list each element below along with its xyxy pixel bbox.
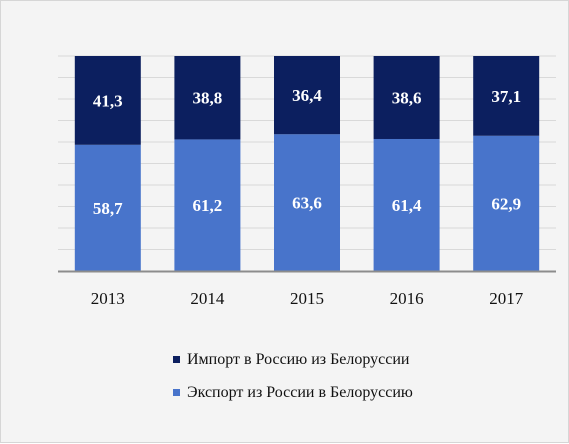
bar-import-2014 [174, 56, 241, 140]
bar-export-2013 [74, 144, 141, 271]
data-label-import-2013: 41,3 [93, 91, 123, 110]
data-label-export-2016: 61,4 [392, 196, 422, 215]
bar-export-2017 [473, 135, 540, 271]
data-label-import-2014: 38,8 [193, 89, 223, 108]
legend-label-import: Импорт в Россию из Белоруссии [187, 350, 410, 368]
bar-import-2013 [74, 56, 141, 145]
legend-swatch-import [173, 356, 180, 363]
bar-import-2015 [274, 56, 340, 135]
data-label-import-2017: 37,1 [491, 87, 521, 106]
bar-export-2015 [274, 134, 340, 271]
data-label-import-2016: 38,6 [392, 88, 422, 107]
x-tick-label-2016: 2016 [390, 289, 424, 308]
data-label-export-2015: 63,6 [292, 194, 322, 213]
bar-import-2016 [373, 56, 440, 139]
data-label-export-2013: 58,7 [93, 199, 123, 218]
x-tick-label-2015: 2015 [290, 289, 324, 308]
data-label-export-2014: 61,2 [193, 196, 223, 215]
legend-item-export: Экспорт из России в Белоруссию [173, 376, 413, 409]
bar-export-2016 [373, 138, 440, 271]
x-tick-label-2014: 2014 [190, 289, 225, 308]
data-label-export-2017: 62,9 [491, 194, 521, 213]
bar-export-2014 [174, 139, 241, 271]
legend-item-import: Импорт в Россию из Белоруссии [173, 343, 413, 376]
legend-swatch-export [173, 389, 180, 396]
data-label-import-2015: 36,4 [292, 86, 322, 105]
legend: Импорт в Россию из Белоруссии Экспорт из… [173, 343, 413, 409]
x-tick-label-2013: 2013 [91, 289, 125, 308]
x-tick-label-2017: 2017 [489, 289, 524, 308]
legend-label-export: Экспорт из России в Белоруссию [187, 383, 413, 401]
bar-import-2017 [473, 56, 540, 136]
